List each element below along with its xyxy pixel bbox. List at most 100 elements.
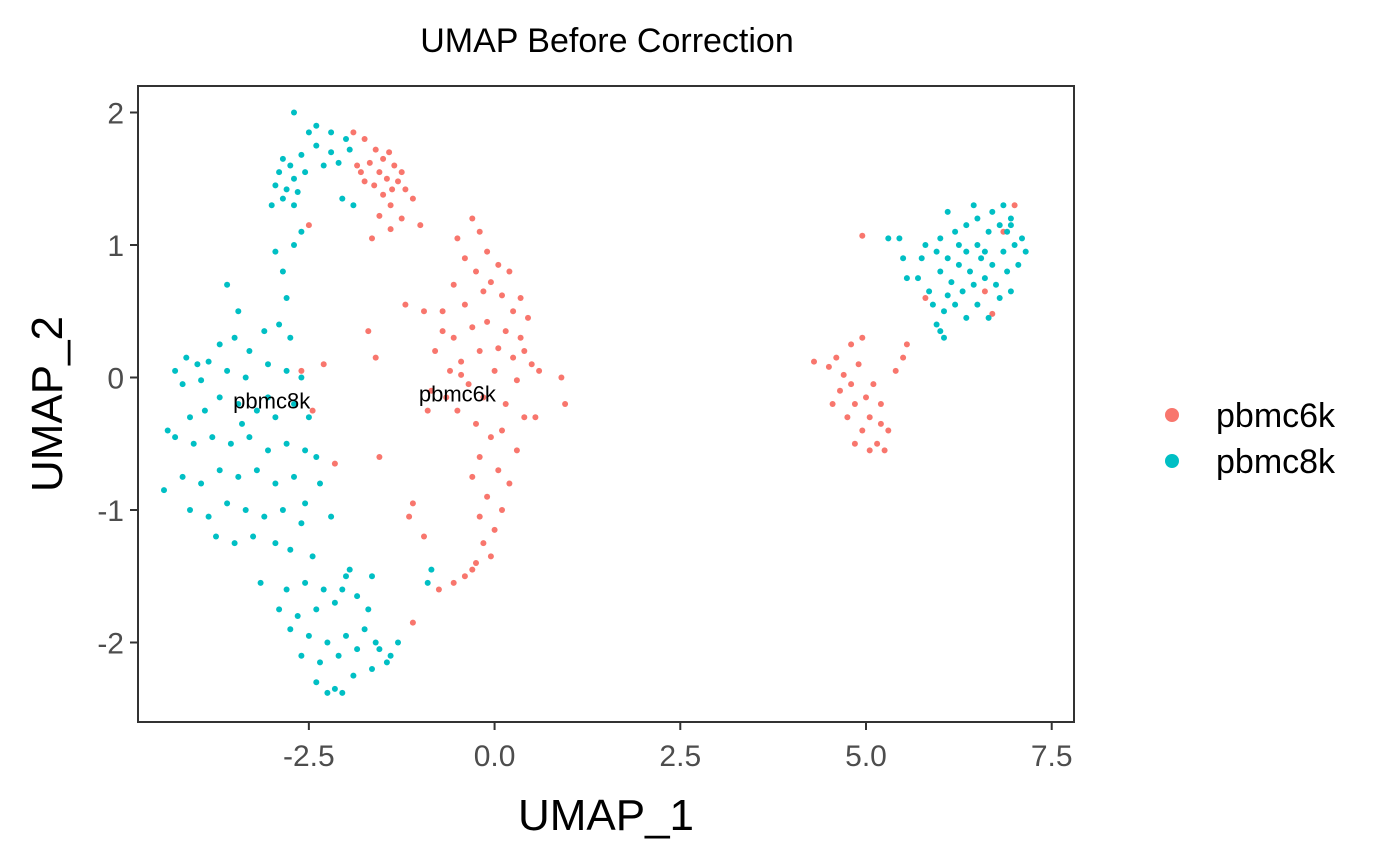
point-pbmc6k-11 (389, 186, 396, 193)
point-pbmc6k-84 (558, 374, 565, 381)
y-axis-ticks: 2 1 0 -1 -2 (97, 98, 138, 661)
point-pbmc8k-42 (242, 374, 249, 381)
point-pbmc8k-95 (320, 586, 327, 593)
point-pbmc8k-163 (944, 208, 951, 215)
point-pbmc6k-79 (443, 394, 450, 401)
point-pbmc6k-68 (484, 493, 491, 500)
point-pbmc6k-45 (525, 314, 531, 321)
point-pbmc8k-168 (1022, 248, 1029, 255)
point-pbmc8k-69 (187, 507, 193, 513)
point-pbmc8k-122 (365, 606, 372, 613)
point-pbmc8k-78 (250, 533, 257, 540)
point-pbmc6k-54 (465, 381, 472, 388)
point-pbmc8k-33 (179, 381, 186, 388)
point-pbmc6k-32 (473, 268, 479, 275)
point-pbmc8k-159 (974, 215, 981, 222)
point-pbmc6k-99 (458, 371, 465, 378)
point-pbmc8k-12 (335, 159, 342, 166)
point-pbmc8k-121 (395, 639, 401, 646)
point-pbmc6k-6 (366, 159, 373, 166)
point-pbmc8k-116 (383, 659, 390, 666)
point-pbmc6k-98 (432, 348, 439, 354)
point-pbmc8k-141 (948, 279, 955, 286)
point-pbmc8k-165 (989, 208, 996, 215)
point-pbmc6k-9 (395, 178, 401, 185)
point-pbmc6k-24 (361, 178, 368, 185)
point-pbmc6k-123 (848, 341, 855, 348)
point-pbmc8k-62 (198, 480, 205, 487)
point-pbmc8k-19 (279, 195, 286, 202)
point-pbmc8k-134 (967, 268, 973, 275)
point-pbmc8k-64 (235, 473, 242, 480)
point-pbmc8k-166 (1000, 202, 1007, 209)
point-pbmc6k-63 (513, 447, 520, 454)
point-pbmc8k-9 (291, 175, 297, 182)
x-tick-label: 2.5 (659, 740, 701, 773)
point-pbmc6k-90 (421, 308, 427, 315)
point-pbmc8k-154 (996, 295, 1003, 301)
point-pbmc6k-33 (450, 281, 457, 288)
point-pbmc8k-145 (993, 281, 999, 288)
point-pbmc8k-14 (283, 186, 290, 193)
point-pbmc8k-72 (242, 507, 249, 513)
point-pbmc8k-51 (291, 401, 297, 407)
point-pbmc8k-84 (164, 427, 171, 434)
point-pbmc6k-38 (439, 308, 446, 315)
point-pbmc8k-81 (309, 553, 316, 560)
point-pbmc6k-29 (461, 255, 468, 262)
x-tick-label: -2.5 (283, 740, 335, 773)
point-pbmc6k-44 (517, 334, 524, 341)
point-pbmc8k-96 (343, 573, 349, 580)
point-pbmc8k-45 (187, 414, 193, 421)
point-pbmc8k-7 (298, 151, 305, 158)
point-pbmc8k-83 (235, 308, 242, 315)
point-pbmc8k-152 (974, 301, 981, 308)
point-pbmc8k-106 (361, 626, 368, 633)
point-pbmc8k-175 (1007, 222, 1014, 229)
point-pbmc6k-0 (350, 129, 357, 136)
point-pbmc8k-147 (1015, 261, 1022, 268)
point-pbmc6k-103 (439, 328, 446, 335)
point-pbmc8k-43 (265, 361, 271, 368)
point-pbmc8k-117 (324, 689, 331, 696)
point-pbmc8k-66 (272, 480, 279, 487)
point-pbmc6k-77 (450, 579, 457, 586)
point-pbmc6k-116 (859, 427, 866, 434)
point-pbmc8k-56 (227, 440, 234, 447)
point-pbmc8k-115 (369, 666, 375, 672)
point-pbmc8k-130 (922, 242, 929, 248)
point-pbmc6k-28 (476, 228, 483, 235)
point-pbmc6k-125 (900, 354, 907, 361)
point-pbmc8k-160 (985, 228, 992, 235)
point-pbmc6k-49 (458, 358, 465, 365)
y-axis-title: UMAP_2 (23, 316, 72, 492)
point-pbmc8k-89 (313, 454, 320, 460)
point-pbmc8k-91 (328, 513, 335, 520)
y-tick-label: -1 (97, 495, 124, 528)
point-pbmc8k-107 (298, 652, 305, 659)
y-tick-label: -2 (97, 628, 124, 661)
x-tick-label: 0.0 (474, 740, 516, 773)
point-pbmc6k-88 (365, 328, 372, 335)
point-pbmc8k-135 (978, 255, 985, 262)
point-pbmc8k-65 (253, 467, 260, 474)
point-pbmc8k-119 (376, 646, 383, 653)
point-pbmc8k-86 (239, 420, 245, 427)
point-pbmc8k-15 (294, 189, 301, 195)
x-tick-label: 7.5 (1031, 740, 1073, 773)
point-pbmc8k-169 (915, 275, 921, 282)
points-layer (161, 109, 1029, 696)
point-pbmc8k-143 (970, 281, 977, 288)
point-pbmc6k-62 (487, 434, 494, 441)
point-pbmc6k-61 (499, 427, 505, 434)
point-pbmc6k-13 (409, 195, 416, 202)
point-pbmc8k-174 (941, 334, 947, 341)
point-pbmc8k-53 (172, 434, 179, 441)
point-pbmc8k-167 (1004, 228, 1011, 235)
point-pbmc8k-146 (1004, 268, 1011, 275)
point-pbmc6k-117 (877, 420, 884, 427)
point-pbmc6k-67 (506, 480, 513, 487)
point-pbmc8k-3 (328, 129, 335, 136)
point-pbmc8k-25 (291, 242, 297, 248)
point-pbmc8k-124 (339, 586, 346, 593)
